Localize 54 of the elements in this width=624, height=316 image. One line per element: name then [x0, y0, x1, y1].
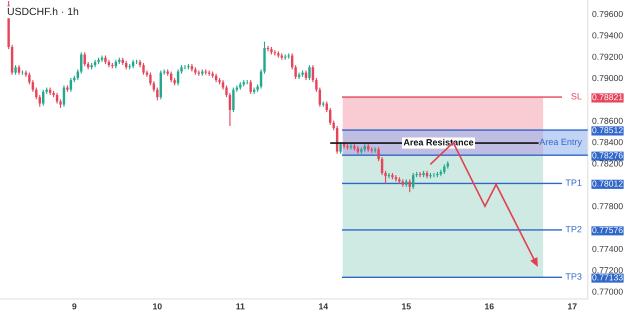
x-tick-label: 15 — [402, 303, 411, 310]
candlestick — [176, 68, 180, 86]
candlestick — [288, 52, 290, 60]
x-tick-label: 16 — [485, 303, 494, 310]
y-tick-label: 0.79000 — [592, 75, 623, 82]
candlestick — [322, 100, 325, 108]
candlestick — [412, 172, 414, 190]
candlestick — [42, 89, 44, 106]
y-tick-label: 0.78512 — [592, 127, 623, 134]
x-tick-label: 14 — [319, 303, 328, 310]
candlestick — [280, 52, 284, 60]
x-tick-label: 11 — [236, 303, 245, 310]
y-tick-label: 0.78600 — [592, 118, 623, 124]
y-tick-label: 0.79200 — [592, 54, 623, 60]
y-tick-label: 0.77000 — [592, 288, 623, 295]
y-tick-label: 0.77200 — [592, 267, 623, 274]
ref-line-label: TP1 — [566, 180, 582, 186]
x-tick-label: 17 — [568, 303, 577, 310]
x-tick-label: 9 — [72, 303, 76, 310]
band-label: Area Entry — [539, 138, 582, 147]
candlestick — [204, 68, 207, 76]
candlestick — [56, 92, 58, 104]
candlestick — [336, 125, 338, 154]
x-tick-label: 10 — [153, 303, 162, 310]
y-tick-label: 0.78821 — [592, 94, 623, 100]
candlestick — [201, 68, 204, 76]
candlestick — [170, 70, 172, 83]
candlestick — [284, 54, 286, 60]
ref-line-label: TP2 — [566, 226, 582, 232]
ref-line-label: TP3 — [566, 273, 582, 280]
candlestick — [118, 57, 120, 65]
y-tick-label: 0.77576 — [592, 227, 623, 234]
y-tick-label: 0.78012 — [592, 180, 623, 187]
y-tick-label: 0.77133 — [592, 274, 623, 280]
y-tick-label: 0.77400 — [592, 246, 623, 252]
y-tick-label: 0.77800 — [592, 203, 623, 210]
candlestick — [70, 77, 72, 92]
candlestick — [339, 141, 342, 154]
y-tick-label: 0.78400 — [592, 139, 623, 146]
ref-line-label: SL — [571, 93, 582, 100]
y-tick-label: 0.78276 — [592, 152, 623, 158]
y-tick-label: 0.78200 — [592, 160, 623, 167]
candlestick — [408, 178, 411, 193]
candlestick — [443, 164, 446, 175]
y-tick-label: 0.79400 — [592, 32, 623, 38]
candlestick — [149, 72, 152, 86]
candlestick — [84, 52, 86, 67]
y-tick-label: 0.79600 — [592, 10, 623, 18]
candlestick — [14, 64, 17, 76]
candlestick — [232, 86, 235, 113]
text: USDCHF.h · 1h — [8, 7, 78, 16]
candlestick — [249, 80, 252, 95]
ref-line-label: Area Resistance — [404, 138, 474, 146]
candlestick — [370, 146, 373, 154]
